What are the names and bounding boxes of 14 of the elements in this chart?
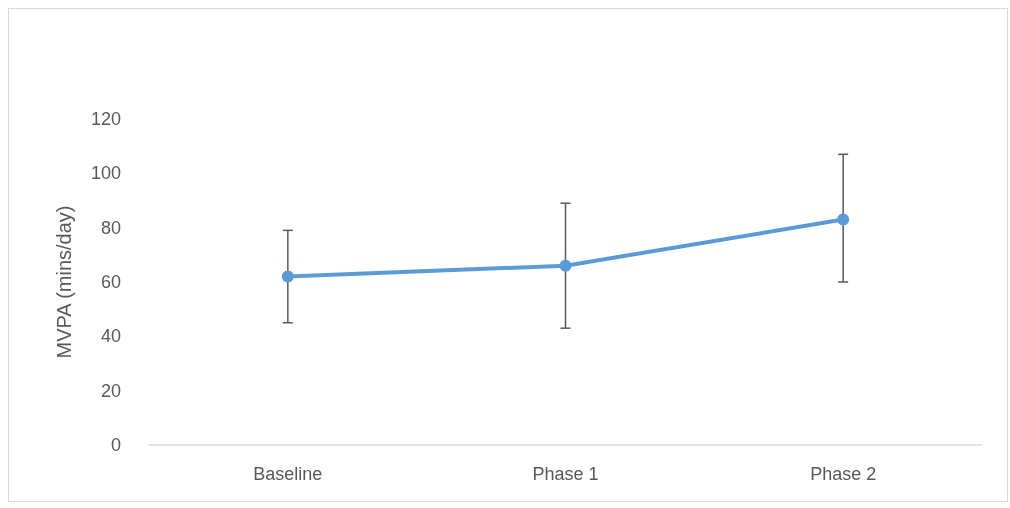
y-tick-label: 80 <box>100 217 121 238</box>
y-tick-label: 40 <box>100 326 121 347</box>
x-tick-label: Phase 2 <box>810 464 877 484</box>
y-tick-label: 60 <box>100 272 121 292</box>
x-tick-label: Baseline <box>253 464 323 484</box>
y-axis-title: MVPA (mins/day) <box>53 205 75 359</box>
point <box>837 213 850 226</box>
x-tick-label: Phase 1 <box>532 464 599 484</box>
y-tick-label: 100 <box>90 163 121 184</box>
point <box>559 259 572 272</box>
y-tick-label: 0 <box>110 435 121 455</box>
y-tick-label: 120 <box>90 109 121 129</box>
point <box>281 270 294 283</box>
y-tick-label: 20 <box>100 380 121 401</box>
